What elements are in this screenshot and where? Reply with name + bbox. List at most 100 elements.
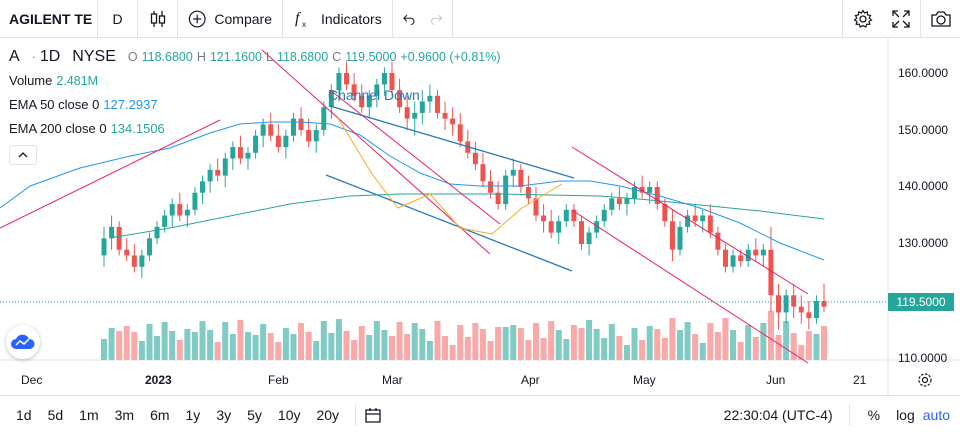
log-toggle[interactable]: log xyxy=(896,407,915,423)
candle xyxy=(124,238,130,262)
volume-bar xyxy=(555,330,562,360)
time-tick-apr: Apr xyxy=(521,373,540,387)
volume-bar xyxy=(692,334,699,360)
candle xyxy=(215,158,221,182)
high-value: 121.1600 xyxy=(209,50,262,64)
candle xyxy=(753,238,759,262)
tradingview-logo[interactable] xyxy=(6,325,40,359)
ema50-label: EMA 50 close 0 xyxy=(9,97,100,112)
clock[interactable]: 22:30:04 (UTC-4) xyxy=(708,404,850,426)
candle xyxy=(821,283,827,313)
volume-bar xyxy=(586,320,593,360)
chart-type-button[interactable] xyxy=(138,0,178,38)
candle xyxy=(260,118,266,148)
volume-bar xyxy=(730,330,737,360)
candle xyxy=(139,249,145,279)
candle xyxy=(715,226,721,256)
volume-bar xyxy=(472,323,479,360)
volume-bar xyxy=(245,332,251,360)
volume-bar xyxy=(639,340,646,360)
volume-bar xyxy=(252,335,259,360)
volume-bar xyxy=(821,326,827,360)
compare-button[interactable]: Compare xyxy=(178,0,283,38)
screenshot-button[interactable] xyxy=(920,0,960,38)
candle xyxy=(457,112,463,148)
range-10y[interactable]: 10y xyxy=(277,406,301,423)
auto-toggle[interactable]: auto xyxy=(922,407,950,423)
volume-bar xyxy=(601,338,608,360)
candle xyxy=(677,221,683,256)
volume-bar xyxy=(320,321,327,360)
redo-icon[interactable] xyxy=(430,12,443,26)
volume-bars xyxy=(101,311,827,360)
volume-bar xyxy=(101,339,107,360)
candle xyxy=(419,90,425,125)
volume-bar xyxy=(760,323,767,360)
low-value: 118.6800 xyxy=(276,50,329,64)
candle xyxy=(806,301,812,330)
candle xyxy=(541,204,547,233)
symbol-search[interactable]: AGILENT TE xyxy=(0,0,98,38)
svg-text:f: f xyxy=(295,10,302,27)
range-5d[interactable]: 5d xyxy=(47,406,64,423)
axis-settings-icon[interactable] xyxy=(918,373,932,387)
volume-bar xyxy=(790,333,797,360)
candle xyxy=(154,221,160,244)
legend-ema200-row[interactable]: EMA 200 close 0 134.1506 xyxy=(9,117,501,141)
candle xyxy=(450,107,456,136)
volume-bar xyxy=(623,345,630,360)
range-6m[interactable]: 6m xyxy=(150,406,170,423)
volume-bar xyxy=(783,321,790,360)
range-3m[interactable]: 3m xyxy=(114,406,135,423)
candle xyxy=(230,141,236,170)
candle xyxy=(745,244,751,267)
range-1m[interactable]: 1m xyxy=(79,406,99,423)
candle xyxy=(245,147,251,170)
date-range-icon[interactable] xyxy=(364,407,382,423)
legend-volume-row[interactable]: Volume 2.481M xyxy=(9,69,501,93)
time-tick-jun: Jun xyxy=(766,373,785,387)
range-1y[interactable]: 1y xyxy=(185,406,201,423)
volume-bar xyxy=(222,322,229,360)
interval-button[interactable]: D xyxy=(98,0,138,38)
volume-bar xyxy=(169,331,176,360)
volume-bar xyxy=(411,323,418,360)
ema50-value: 127.2937 xyxy=(103,97,158,112)
ema200-label: EMA 200 close 0 xyxy=(9,121,107,136)
legend-ema50-row[interactable]: EMA 50 close 0 127.2937 xyxy=(9,93,501,117)
volume-bar xyxy=(707,323,714,360)
range-1d[interactable]: 1d xyxy=(16,406,32,423)
volume-bar xyxy=(229,334,236,360)
volume-bar xyxy=(154,336,161,360)
candle xyxy=(328,84,334,119)
undo-icon[interactable] xyxy=(403,12,416,26)
fullscreen-button[interactable] xyxy=(882,0,920,38)
candle xyxy=(306,118,312,148)
price-chart[interactable]: 160.0000 150.0000 140.0000 130.0000 110.… xyxy=(0,38,960,395)
volume-bar xyxy=(714,332,721,360)
price-tick-110: 110.0000 xyxy=(898,351,947,365)
candle xyxy=(624,192,630,216)
candle xyxy=(798,295,804,324)
range-5y[interactable]: 5y xyxy=(247,406,262,423)
candle xyxy=(768,226,774,313)
volume-bar xyxy=(366,335,373,360)
ema200-value: 134.1506 xyxy=(110,121,165,136)
volume-bar xyxy=(722,318,729,360)
price-tick-150: 150.0000 xyxy=(898,123,948,137)
candle xyxy=(381,67,387,96)
percent-toggle[interactable]: % xyxy=(867,407,881,423)
chart-pane[interactable]: 160.0000 150.0000 140.0000 130.0000 110.… xyxy=(0,38,960,395)
high-label: H xyxy=(196,50,206,64)
volume-bar xyxy=(775,335,782,360)
range-3y[interactable]: 3y xyxy=(216,406,232,423)
legend-symbol[interactable]: A xyxy=(9,48,20,65)
candle xyxy=(290,112,296,142)
ema200-line xyxy=(109,193,825,239)
legend-collapse-button[interactable] xyxy=(9,145,37,165)
gear-icon xyxy=(852,9,873,28)
range-20y[interactable]: 20y xyxy=(316,406,340,423)
settings-button[interactable] xyxy=(842,0,882,38)
candle xyxy=(109,215,115,250)
